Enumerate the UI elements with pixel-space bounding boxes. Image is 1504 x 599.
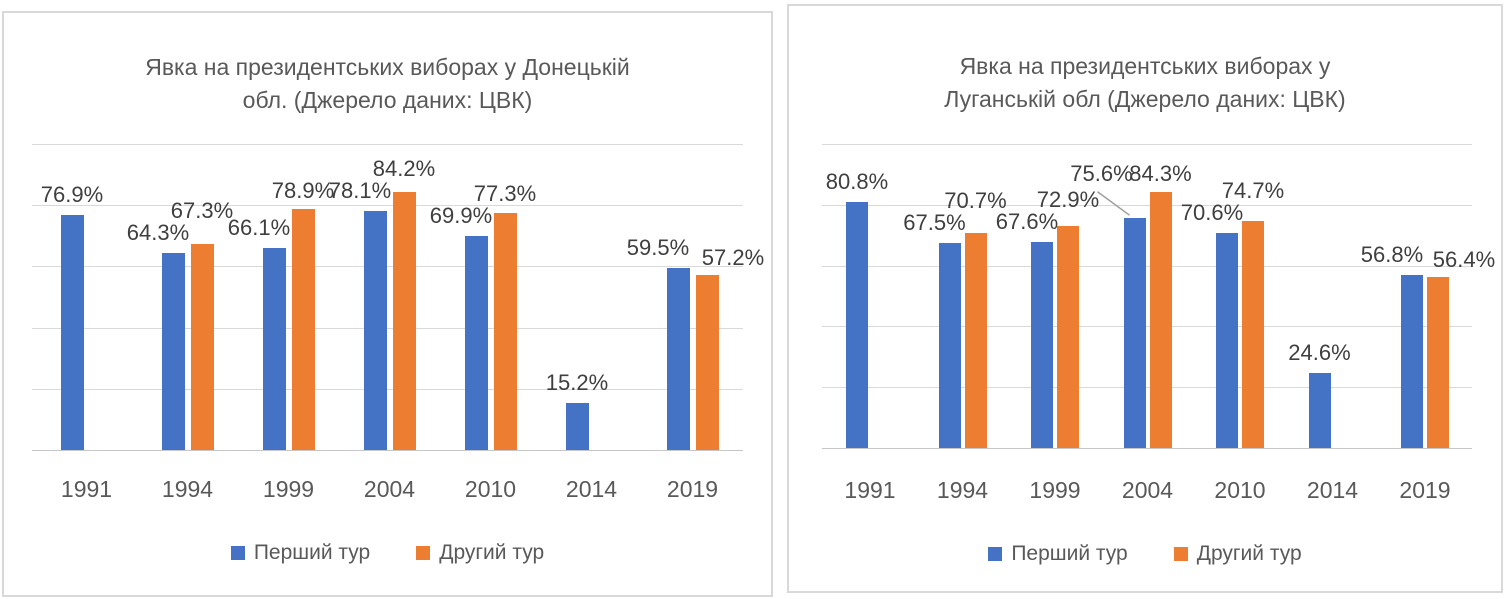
bar-second-round-1999 <box>291 208 315 450</box>
data-label-first-round-1999: 66.1% <box>227 214 291 240</box>
chart-title-line: Явка на президентських виборах у <box>959 53 1331 79</box>
donetsk-chart-title: Явка на президентських виборах у Донецьк… <box>4 51 771 117</box>
bar-first-round-2019 <box>666 267 690 450</box>
bar-first-round-2014 <box>1308 373 1331 448</box>
bar-second-round-2010 <box>493 213 517 450</box>
gridline <box>822 204 1472 206</box>
data-label-second-round-2010: 77.3% <box>473 181 537 207</box>
data-label-first-round-1999: 67.6% <box>995 209 1059 235</box>
bar-second-round-2019 <box>695 274 719 450</box>
data-label-first-round-1994: 64.3% <box>126 220 190 246</box>
x-axis-label-1999: 1999 <box>1029 477 1081 503</box>
chart-title-line: Луганській обл (Джерело даних: ЦВК) <box>944 86 1346 112</box>
bar-first-round-1994 <box>938 242 961 448</box>
legend-item-first-round: Перший тур <box>230 541 371 565</box>
bar-first-round-1994 <box>161 253 185 450</box>
gridline <box>822 326 1472 328</box>
data-label-first-round-1991: 80.8% <box>825 169 889 195</box>
legend-label-second-round: Другий тур <box>1196 542 1302 565</box>
data-label-second-round-1994: 67.3% <box>170 198 234 224</box>
luhansk-chart-panel: Явка на президентських виборах у Лугансь… <box>787 4 1503 593</box>
gridline <box>32 388 743 390</box>
gridline <box>32 144 743 145</box>
data-label-second-round-2004: 84.2% <box>372 156 436 181</box>
data-label-first-round-2010: 69.9% <box>429 203 493 229</box>
bar-first-round-1991 <box>60 214 84 450</box>
x-axis-label-1991: 1991 <box>844 477 896 503</box>
data-label-first-round-2004: 75.6% <box>1070 160 1133 186</box>
data-label-first-round-2004: 78.1% <box>328 178 392 203</box>
data-label-first-round-2010: 70.6% <box>1180 200 1244 226</box>
x-axis-label-2004: 2004 <box>1121 477 1174 503</box>
x-axis-label-2010: 2010 <box>464 476 517 502</box>
x-axis-label-2014: 2014 <box>1306 477 1359 503</box>
data-label-second-round-1994: 70.7% <box>944 187 1007 213</box>
data-label-second-round-1999: 72.9% <box>1036 187 1100 213</box>
bar-first-round-1991 <box>846 202 868 448</box>
x-axis-line <box>32 450 743 451</box>
data-label-second-round-2019: 57.2% <box>701 244 765 270</box>
legend-label-second-round: Другий тур <box>439 541 545 564</box>
legend-item-second-round: Другий тур <box>1173 542 1302 566</box>
bar-second-round-1994 <box>964 233 987 448</box>
x-axis-label-2010: 2010 <box>1214 477 1266 503</box>
data-label-second-round-2010: 74.7% <box>1221 178 1285 204</box>
x-axis-label-1991: 1991 <box>60 476 113 502</box>
x-axis-label-2019: 2019 <box>1399 477 1451 503</box>
data-label-second-round-1999: 78.9% <box>271 177 335 203</box>
x-axis-label-1994: 1994 <box>161 476 214 502</box>
luhansk-plot-area: 80.8% 1991 67.5% 70.7% 1994 67.6% 72.9% 1999 75.… <box>789 6 1501 591</box>
bar-first-round-2010 <box>1216 233 1238 448</box>
legend-swatch-second-round-icon <box>416 546 431 560</box>
data-label-first-round-1994: 67.5% <box>903 209 966 235</box>
bar-first-round-2004 <box>363 211 387 450</box>
bar-second-round-2004 <box>1149 191 1172 448</box>
legend-label-first-round: Перший тур <box>1011 542 1128 565</box>
bar-second-round-2010 <box>1242 220 1264 448</box>
bar-first-round-2004 <box>1123 218 1146 448</box>
legend-swatch-second-round-icon <box>1173 547 1188 561</box>
x-axis-label-2019: 2019 <box>666 476 719 502</box>
x-axis-label-1994: 1994 <box>936 477 989 503</box>
bar-first-round-1999 <box>262 247 286 450</box>
donetsk-chart-panel: Явка на президентських виборах у Донецьк… <box>2 11 773 597</box>
data-label-first-round-2014: 15.2% <box>545 370 609 396</box>
legend-swatch-first-round-icon <box>230 546 245 560</box>
donetsk-plot-area: 76.9% 1991 64.3% 67.3% 1994 66.1% 78.9% 1999 78.… <box>4 13 771 595</box>
donetsk-legend: Перший тур Другий тур <box>4 541 771 565</box>
bar-second-round-1994 <box>190 244 214 450</box>
bar-first-round-2010 <box>464 236 488 450</box>
x-axis-line <box>822 448 1472 449</box>
luhansk-legend: Перший тур Другий тур <box>789 542 1501 566</box>
legend-item-second-round: Другий тур <box>416 541 544 565</box>
x-axis-label-1999: 1999 <box>262 476 315 502</box>
gridline <box>32 327 743 329</box>
bar-second-round-1999 <box>1057 226 1079 448</box>
bar-first-round-1999 <box>1031 242 1053 448</box>
chart-title-line: Явка на президентських виборах у Донецьк… <box>145 54 630 80</box>
bar-first-round-2014 <box>565 403 589 450</box>
data-label-second-round-2004: 84.3% <box>1129 160 1192 186</box>
legend-item-first-round: Перший тур <box>988 542 1128 566</box>
x-axis-label-2004: 2004 <box>363 476 416 502</box>
gridline <box>32 205 743 207</box>
legend-swatch-first-round-icon <box>988 547 1003 561</box>
data-label-first-round-2014: 24.6% <box>1288 340 1351 366</box>
luhansk-chart-title: Явка на президентських виборах у Лугансь… <box>789 50 1501 116</box>
data-label-first-round-1991: 76.9% <box>40 181 104 207</box>
bar-second-round-2019 <box>1427 276 1449 448</box>
data-label-first-round-2019: 59.5% <box>626 234 690 260</box>
legend-label-first-round: Перший тур <box>253 541 371 564</box>
gridline <box>822 265 1472 267</box>
gridline <box>822 144 1472 145</box>
gridline <box>32 266 743 268</box>
chart-title-line: обл. (Джерело даних: ЦВК) <box>242 87 533 113</box>
data-label-second-round-2019: 56.4% <box>1432 246 1496 272</box>
data-label-first-round-2019: 56.8% <box>1360 242 1424 268</box>
x-axis-label-2014: 2014 <box>565 476 618 502</box>
bar-first-round-2019 <box>1401 275 1423 448</box>
gridline <box>822 387 1472 389</box>
bar-second-round-2004 <box>392 192 416 450</box>
